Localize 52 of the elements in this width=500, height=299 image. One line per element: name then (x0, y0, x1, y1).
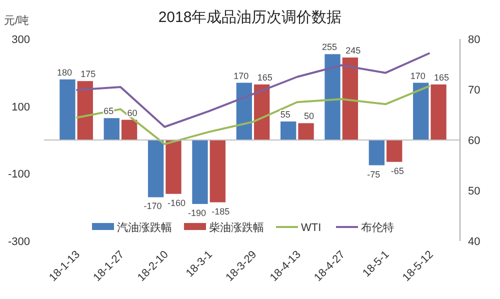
bar (254, 84, 270, 140)
data-label: 175 (80, 69, 96, 80)
line-series (75, 52, 431, 128)
legend-label: 柴油涨跌幅 (209, 221, 264, 234)
data-label: -185 (212, 206, 230, 216)
bar (104, 118, 120, 140)
bar (148, 140, 164, 198)
bar (77, 81, 93, 140)
bar (386, 140, 402, 162)
data-label: 60 (127, 108, 138, 118)
bar (413, 82, 429, 140)
bar (298, 123, 314, 140)
bar (324, 54, 340, 140)
legend-label: 汽油涨跌幅 (117, 221, 172, 234)
line-series (75, 84, 431, 146)
bar (166, 140, 182, 194)
data-label: -65 (390, 166, 404, 176)
bar (430, 84, 446, 140)
bar (210, 140, 226, 202)
data-label: -190 (188, 208, 206, 218)
data-label: 255 (322, 42, 338, 52)
y-tick-label: -300 (8, 236, 30, 248)
bar (192, 140, 208, 204)
y2-tick-label: 80 (468, 34, 480, 46)
bar (60, 79, 76, 140)
legend-label: 布伦特 (361, 222, 394, 234)
data-label: 245 (346, 46, 361, 56)
bar (342, 58, 358, 140)
legend-label: WTI (301, 222, 322, 234)
bar (121, 120, 138, 140)
data-label: -75 (367, 169, 380, 180)
y-tick-label: 300 (12, 34, 30, 46)
data-label: 165 (434, 72, 450, 82)
data-label: -160 (167, 198, 186, 208)
y-tick-label: 100 (12, 101, 30, 114)
chart-title: 2018年成品油历次调价数据 (158, 9, 342, 26)
y2-tick-label: 40 (468, 236, 480, 248)
bar (236, 82, 252, 140)
data-label: 180 (56, 67, 72, 78)
y2-tick-label: 50 (468, 186, 480, 198)
data-label: 50 (304, 111, 314, 122)
y-axis-title: 元/吨 (4, 14, 30, 27)
data-label: 170 (410, 70, 426, 81)
data-label: 165 (257, 72, 272, 82)
y2-tick-label: 60 (468, 135, 480, 147)
y2-tick-label: 70 (468, 84, 480, 96)
data-label: 55 (280, 109, 290, 120)
bar (368, 140, 385, 166)
y-tick-label: -100 (8, 168, 30, 181)
data-label: 170 (234, 70, 249, 81)
bar (280, 121, 296, 140)
data-label: -170 (144, 201, 162, 212)
